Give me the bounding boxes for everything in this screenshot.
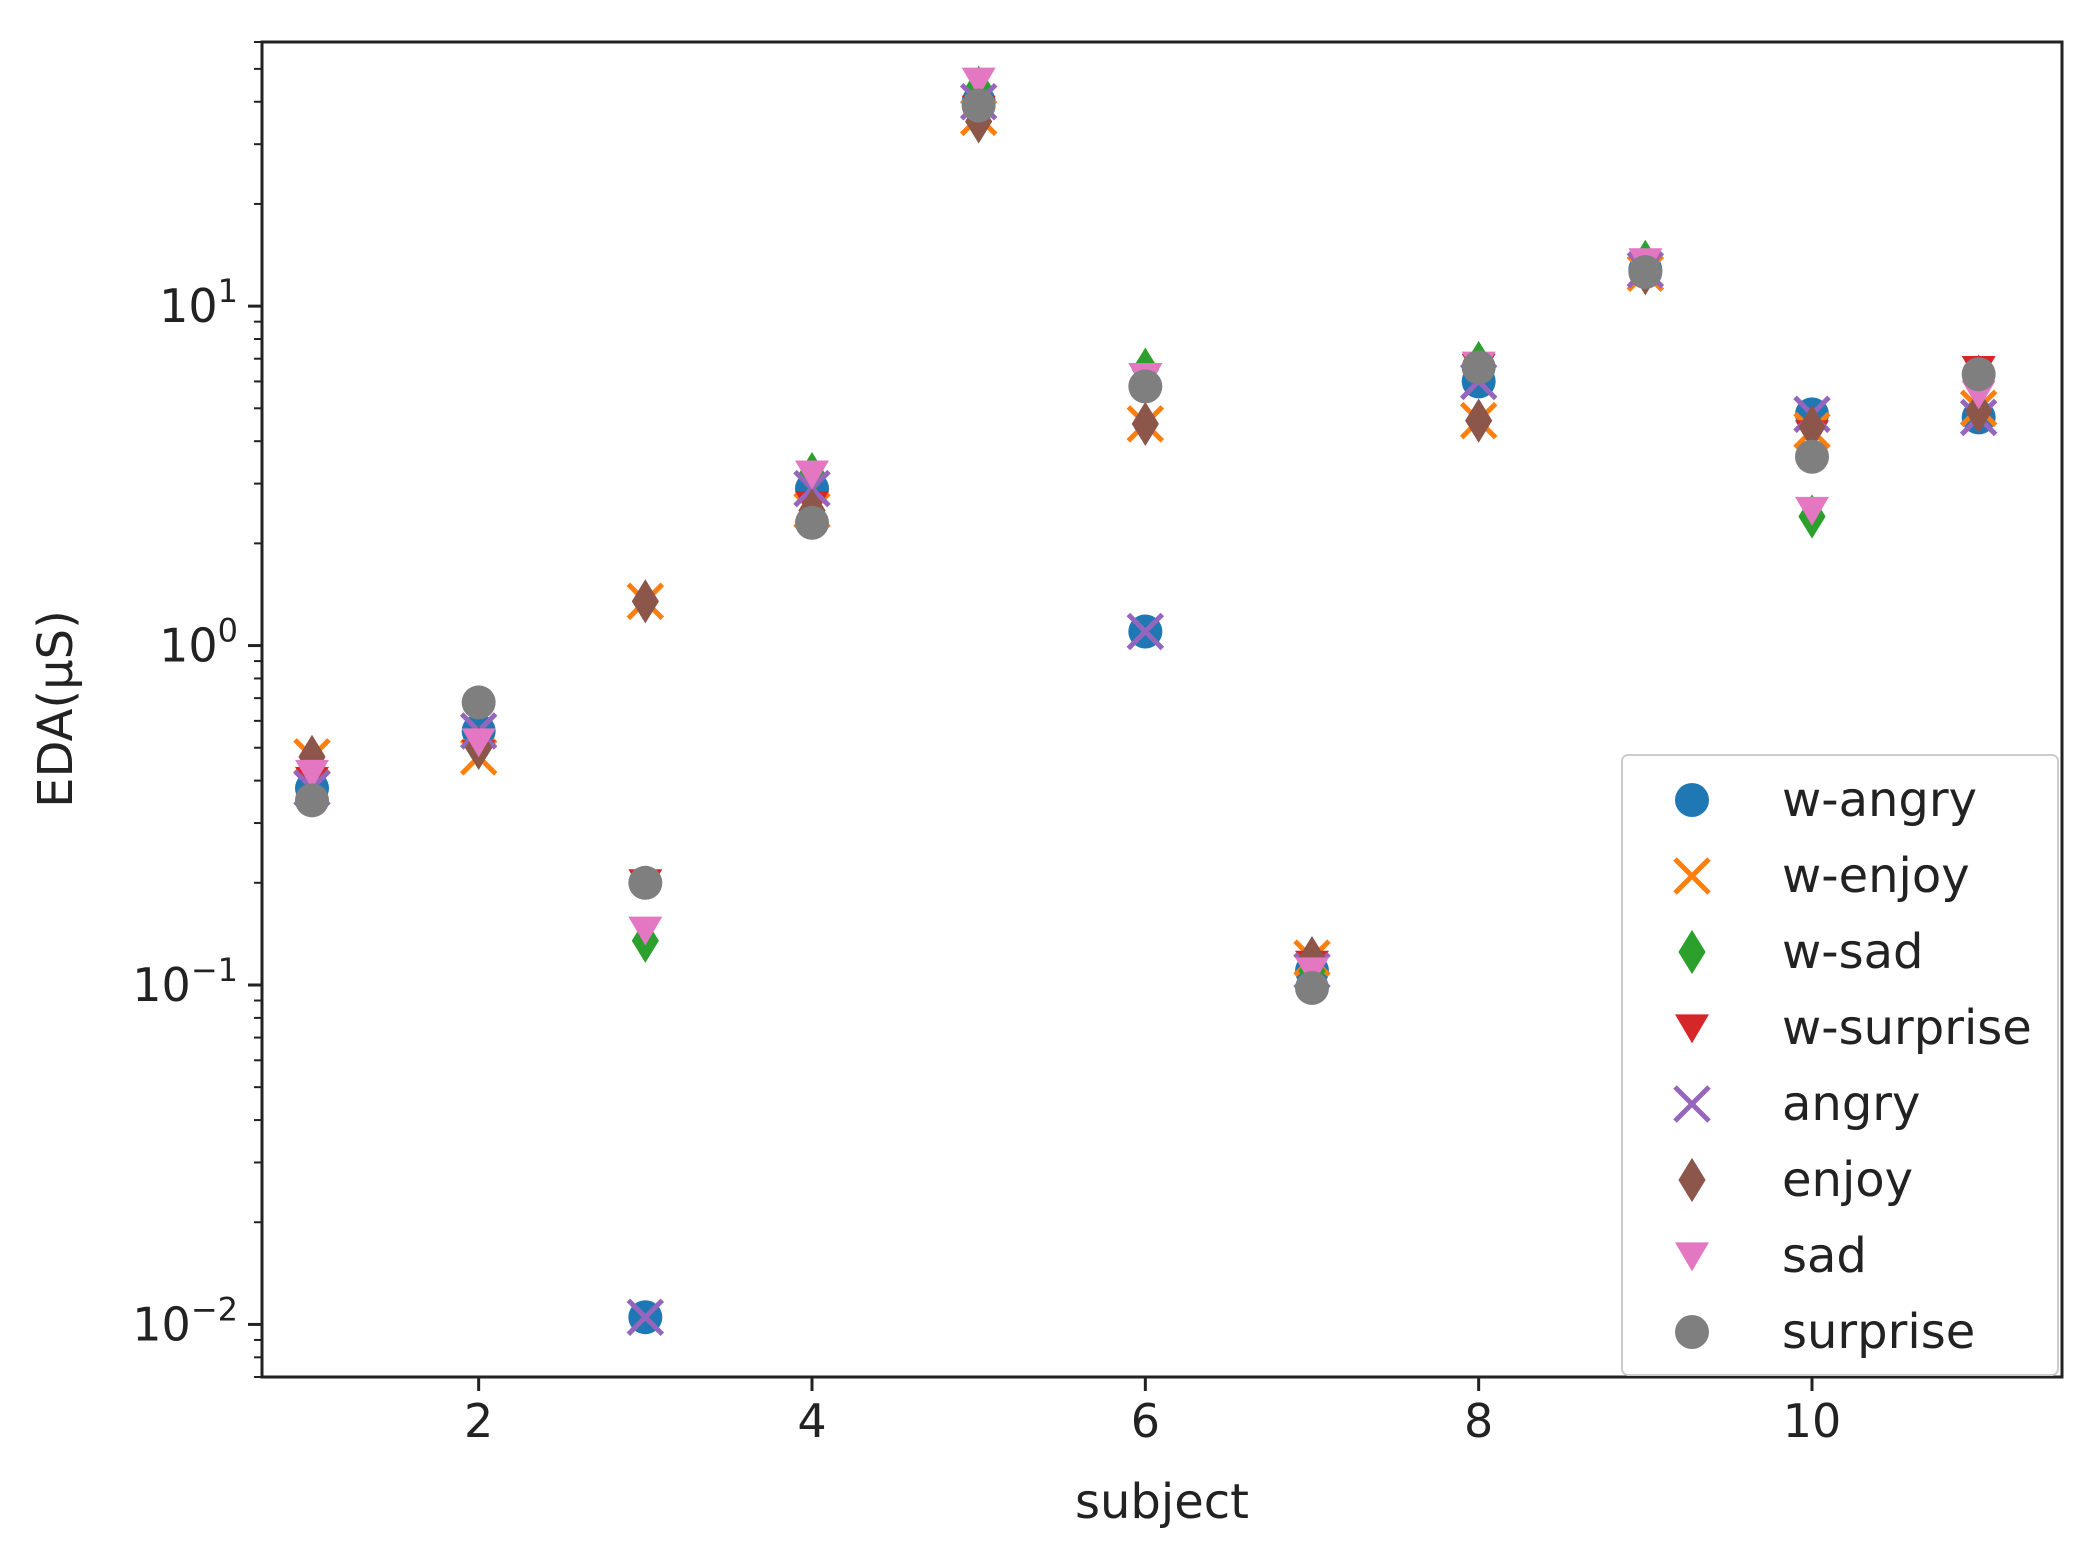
data-point-surprise-4 xyxy=(795,505,829,540)
data-point-surprise-11 xyxy=(1961,357,1996,392)
data-points xyxy=(293,65,1998,1336)
data-point-surprise-9 xyxy=(1628,255,1663,290)
data-point-enjoy-3 xyxy=(631,579,659,624)
legend-entry-angry: angry xyxy=(1673,1076,1920,1132)
data-point-enjoy-11 xyxy=(1965,389,1993,434)
data-point-surprise-5 xyxy=(961,88,996,123)
x-tick-label: 4 xyxy=(797,1394,826,1448)
y-tick-label: 10−1 xyxy=(132,951,238,1012)
legend: w-angry w-enjoy w-sad w-surprise angry enjoy s… xyxy=(1621,754,2059,1376)
legend-label-enjoy: enjoy xyxy=(1782,1152,1913,1208)
legend-marker-w-surprise xyxy=(1675,1014,1709,1044)
legend-label-w-angry: w-angry xyxy=(1782,772,1977,828)
data-point-sad-10 xyxy=(1795,496,1829,526)
data-point-surprise-1 xyxy=(295,783,329,818)
x-axis-label: subject xyxy=(1075,1474,1249,1530)
legend-entry-w-surprise: w-surprise xyxy=(1675,1000,2032,1056)
legend-label-surprise: surprise xyxy=(1782,1304,1975,1360)
x-tick-label: 2 xyxy=(464,1394,493,1448)
plot-frame xyxy=(260,40,2064,1379)
data-point-surprise-7 xyxy=(1295,970,1329,1005)
legend-marker-angry xyxy=(1673,1085,1711,1123)
data-point-sad-3 xyxy=(628,916,663,946)
data-point-sad-2 xyxy=(461,728,496,758)
y-tick-label: 100 xyxy=(159,612,238,673)
series-surprise xyxy=(295,88,1996,1005)
data-point-surprise-10 xyxy=(1795,439,1829,474)
legend-marker-enjoy xyxy=(1678,1157,1706,1203)
y-tick-label: 101 xyxy=(159,272,238,333)
data-point-surprise-8 xyxy=(1461,350,1496,385)
data-point-surprise-3 xyxy=(628,865,663,900)
legend-label-sad: sad xyxy=(1782,1228,1867,1284)
data-point-enjoy-6 xyxy=(1131,401,1159,446)
legend-entry-w-angry: w-angry xyxy=(1675,772,1977,828)
x-tick-label: 8 xyxy=(1464,1394,1493,1448)
data-point-enjoy-8 xyxy=(1465,398,1493,443)
legend-entry-w-enjoy: w-enjoy xyxy=(1673,848,1970,904)
legend-entry-w-sad: w-sad xyxy=(1678,924,1923,980)
legend-marker-surprise xyxy=(1675,1315,1709,1349)
y-tick-label: 10−2 xyxy=(132,1290,238,1351)
data-point-sad-4 xyxy=(795,460,829,490)
legend-marker-w-sad xyxy=(1678,929,1706,975)
legend-label-w-surprise: w-surprise xyxy=(1782,1000,2032,1056)
data-point-angry-6 xyxy=(1126,612,1165,651)
data-point-enjoy-1 xyxy=(298,734,326,779)
x-tick-label: 10 xyxy=(1783,1394,1842,1448)
data-point-enjoy-10 xyxy=(1798,405,1826,450)
legend-box xyxy=(1621,754,2059,1376)
data-point-sad-1 xyxy=(295,759,329,789)
legend-label-w-enjoy: w-enjoy xyxy=(1782,848,1970,904)
data-point-sad-5 xyxy=(961,67,996,97)
legend-entry-enjoy: enjoy xyxy=(1678,1152,1913,1208)
legend-marker-w-enjoy xyxy=(1673,857,1711,895)
x-tick-label: 6 xyxy=(1131,1394,1160,1448)
legend-entry-sad: sad xyxy=(1675,1228,1867,1284)
axis-ticks: 2 4 6 8 10 10−2 10−1 100 101 xyxy=(132,41,1842,1448)
y-axis-label: EDA(μS) xyxy=(28,610,84,808)
data-point-surprise-6 xyxy=(1128,369,1163,404)
data-point-angry-3 xyxy=(626,1298,665,1336)
legend-marker-sad xyxy=(1675,1242,1709,1272)
data-point-surprise-2 xyxy=(461,685,496,720)
legend-entry-surprise: surprise xyxy=(1675,1304,1975,1360)
legend-marker-w-angry xyxy=(1675,783,1709,817)
legend-label-angry: angry xyxy=(1782,1076,1920,1132)
legend-label-w-sad: w-sad xyxy=(1782,924,1923,980)
